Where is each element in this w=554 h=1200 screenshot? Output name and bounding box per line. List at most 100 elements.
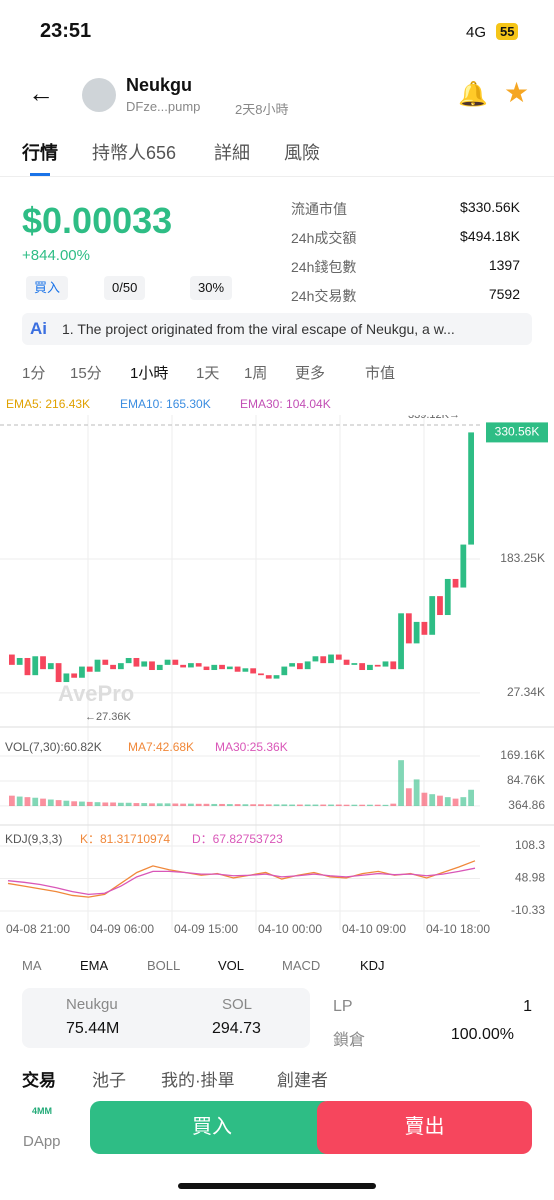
volume-bar [242,804,249,807]
volume-bar [413,779,420,807]
candle [110,664,116,670]
candle [437,596,443,616]
x-label: 04-08 21:00 [6,922,70,936]
buy-chip[interactable]: 買入 [26,276,69,300]
indicator[interactable]: MA [22,958,42,973]
timeframe[interactable]: 市值 [365,365,396,382]
candle [452,578,459,588]
candle [79,666,85,678]
volume-bar [226,804,233,807]
low-label: ←27.36K [85,711,132,723]
candle [281,666,288,676]
stat-label: 24h錢包數 [291,259,357,275]
candle [405,613,412,644]
volume-bar [195,803,202,807]
candle [289,663,295,667]
candle [250,668,257,674]
volume-bar [164,803,171,807]
volume-bar [110,802,116,807]
indicator[interactable]: EMA [80,958,109,973]
volume-bar [211,803,218,807]
watermark: AvePro [58,681,134,706]
candle [164,659,171,665]
stat-value: $494.18K [460,228,520,244]
kdj-title: KDJ(9,3,3) [5,832,62,846]
x-label: 04-10 09:00 [342,922,406,936]
lp-label: LP [333,998,353,1015]
volume-bar [125,802,132,807]
slippage-chip[interactable]: 30% [190,276,233,300]
limit-chip[interactable]: 0/50 [104,276,146,300]
candle [172,659,179,665]
tab[interactable]: 風險 [284,143,320,163]
bottom-tab[interactable]: 創建者 [277,1071,328,1090]
bell-icon[interactable]: 🔔 [458,81,488,108]
candle [149,661,155,671]
timeframe[interactable]: 1天 [196,365,220,382]
indicator[interactable]: MACD [282,958,321,973]
timeframe[interactable]: 更多 [295,365,326,382]
divider [0,176,554,177]
timeframe[interactable]: 1周 [244,365,268,382]
buy-button[interactable]: 買入 [90,1101,334,1154]
bottom-tab[interactable]: 池子 [92,1071,126,1090]
bottom-tab[interactable]: 交易 [22,1071,56,1090]
volume-bar [289,804,295,807]
candle [468,432,474,545]
tab[interactable]: 行情 [22,143,58,163]
indicator[interactable]: VOL [218,958,245,973]
volume-bar [258,804,264,807]
ai-note: 1. The project originated from the viral… [62,321,455,337]
volume-bar [86,801,93,807]
volume-bar [335,804,342,807]
volume-bar [234,804,241,807]
lock-value: 100.00% [450,1026,514,1043]
candle [32,656,39,676]
volume-bar [16,796,23,807]
candle [335,654,342,660]
candle [296,663,303,670]
timeframe[interactable]: 1分 [22,365,46,382]
volume-bar [374,804,381,807]
bottom-tab[interactable]: 我的·掛單 [161,1071,235,1090]
volume-bar [273,804,280,807]
candle [242,668,249,672]
volume-bar [55,800,62,807]
volume-bar [180,803,187,807]
sell-button[interactable]: 賣出 [317,1101,532,1154]
lp-value: 1 [523,998,532,1015]
stat-label: 24h交易數 [291,288,357,304]
candle [47,663,54,670]
dapp-icon[interactable]: 4MM [32,1106,52,1116]
back-button[interactable]: ← [28,78,54,108]
volume-bar [304,804,311,807]
candle [40,656,46,670]
volume-bar [382,804,389,807]
star-icon[interactable]: ★ [504,77,530,108]
timeframe[interactable]: 15分 [70,365,102,382]
tab[interactable]: 詳細 [214,143,250,163]
volume-bar [40,798,46,807]
candle [320,656,327,664]
volume-bar [405,788,412,807]
candle [444,578,451,616]
candle [219,664,225,670]
indicator[interactable]: BOLL [147,958,181,973]
stat-value: 1397 [488,257,520,273]
volume-bar [390,803,397,807]
candle [102,659,109,665]
dapp-label[interactable]: DApp [23,1133,61,1150]
candle [343,659,350,665]
timeframe[interactable]: 1小時 [130,365,169,382]
token-address[interactable]: DFze...pump [126,99,201,114]
token-name: Neukgu [126,75,193,95]
ai-box[interactable] [22,313,532,345]
tab[interactable]: 持幣人656 [92,143,177,163]
candle [94,659,101,672]
indicator[interactable]: KDJ [360,958,385,973]
pool-card [22,988,310,1048]
volume-bar [71,801,78,807]
candle [211,664,218,671]
lock-label: 鎖倉 [333,1032,366,1049]
